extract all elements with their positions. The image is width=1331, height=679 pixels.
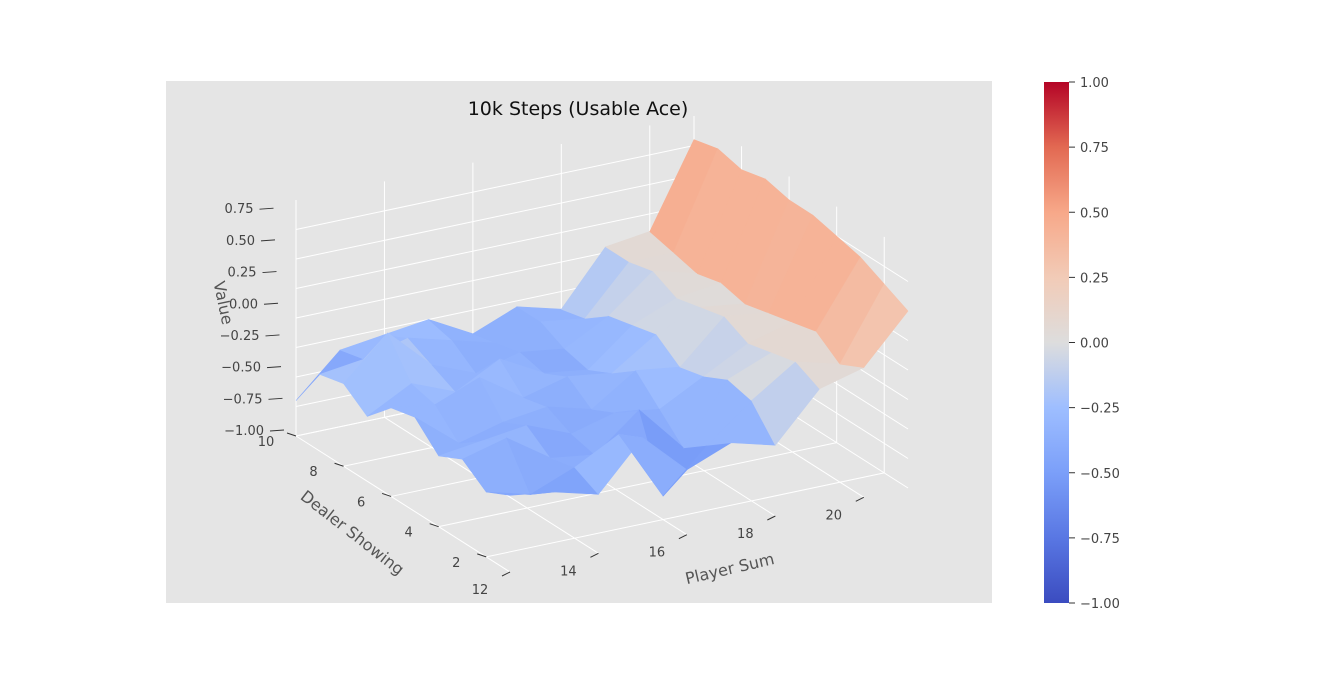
- y-tick: [286, 432, 297, 437]
- z-tick: [269, 429, 285, 432]
- z-tick-label: 0.00: [229, 297, 258, 312]
- x-tick-label: 16: [649, 546, 666, 561]
- surface: [295, 139, 909, 497]
- x-tick-label: 20: [826, 508, 843, 523]
- colorbar-tick-label: 0.00: [1080, 337, 1109, 352]
- colorbar-tick-label: −1.00: [1080, 597, 1120, 612]
- x-tick: [767, 515, 776, 521]
- colorbar-tick-label: −0.75: [1080, 532, 1120, 547]
- colorbar-ticks: 1.00 0.75 0.50 0.25 0.00 −0.25 −0.50 −0.75 −1.00: [1069, 76, 1120, 612]
- z-tick-label: −1.00: [224, 424, 264, 439]
- z-tick: [265, 334, 280, 337]
- colorbar-tick-label: 1.00: [1080, 76, 1109, 91]
- z-tick: [266, 366, 282, 369]
- y-tick-label: 10: [258, 435, 275, 450]
- y-tick: [334, 462, 344, 467]
- x-tick-label: 14: [560, 564, 577, 579]
- colorbar-tick-label: 0.25: [1080, 271, 1109, 286]
- z-tick: [260, 239, 276, 242]
- z-axis: −1.00 −0.75 −0.50 −0.25 0.00 0.25 0.50 0.75: [220, 202, 285, 439]
- x-tick-label: 18: [737, 527, 754, 542]
- x-tick: [501, 571, 511, 577]
- x-tick: [678, 534, 688, 540]
- z-tick: [262, 271, 277, 274]
- colorbar-tick-label: −0.25: [1080, 402, 1120, 417]
- y-tick-label: 6: [357, 495, 365, 510]
- y-tick: [429, 523, 439, 528]
- colorbar-tick-label: 0.50: [1080, 206, 1109, 221]
- y-tick: [381, 492, 392, 497]
- chart-title: 10k Steps (Usable Ace): [468, 98, 689, 120]
- gridline: [295, 174, 695, 260]
- y-tick-label: 4: [405, 526, 413, 541]
- surface-patch: [839, 283, 909, 368]
- z-tick-label: −0.25: [220, 329, 260, 344]
- gridline: [295, 204, 695, 289]
- z-tick: [263, 302, 279, 305]
- gridline: [438, 442, 837, 528]
- x-tick: [855, 496, 865, 502]
- colorbar-tick-label: −0.50: [1080, 467, 1120, 482]
- x-tick-label: 12: [472, 583, 489, 598]
- gridline: [295, 145, 695, 230]
- x-tick: [590, 552, 599, 558]
- z-tick-label: −0.75: [223, 392, 263, 407]
- z-tick-label: 0.75: [225, 202, 254, 217]
- x-axis: 12 14 16 18 20: [472, 496, 865, 598]
- y-tick: [477, 553, 487, 558]
- colorbar: [1044, 82, 1069, 603]
- z-tick-label: −0.50: [221, 361, 261, 376]
- y-tick-label: 2: [452, 556, 460, 571]
- z-tick-label: 0.50: [226, 234, 255, 249]
- y-tick-label: 8: [309, 465, 317, 480]
- colorbar-tick-label: 0.75: [1080, 141, 1109, 156]
- z-tick: [268, 397, 283, 400]
- gridline: [486, 472, 885, 558]
- z-tick: [259, 207, 274, 210]
- z-tick-label: 0.25: [228, 266, 257, 281]
- y-axis: 2 4 6 8 10: [258, 432, 487, 571]
- gridline: [295, 435, 511, 573]
